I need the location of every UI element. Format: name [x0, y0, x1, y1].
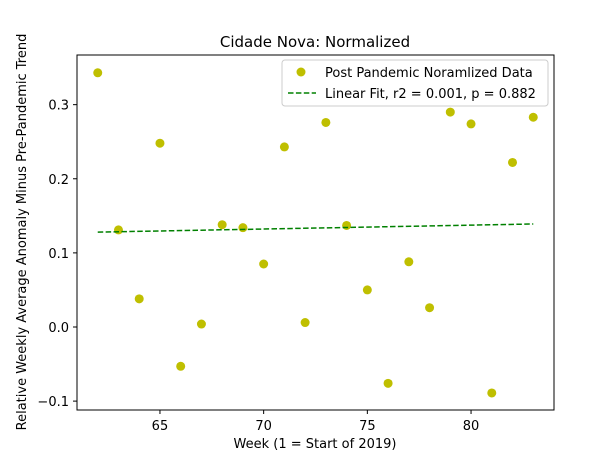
data-point — [487, 388, 497, 398]
data-point — [445, 107, 455, 117]
y-tick-label: 0.3 — [48, 99, 69, 114]
chart-title: Cidade Nova: Normalized — [220, 33, 410, 51]
data-point — [466, 119, 476, 129]
x-axis-label: Week (1 = Start of 2019) — [234, 437, 397, 452]
x-tick-label: 65 — [152, 419, 169, 434]
y-axis-ticks: −0.1 0.0 0.1 0.2 0.3 — [37, 99, 77, 410]
x-axis-ticks: 65 70 75 80 — [152, 410, 480, 434]
legend-label-fit-line: Linear Fit, r2 = 0.001, p = 0.882 — [325, 87, 536, 102]
legend-box — [281, 59, 549, 107]
linear-fit-line — [97, 223, 534, 233]
data-point — [321, 117, 331, 127]
data-point — [93, 68, 103, 78]
legend: Post Pandemic Noramlized Data Linear Fit… — [281, 59, 549, 107]
data-point — [300, 318, 310, 328]
data-point — [238, 223, 248, 233]
data-point — [425, 303, 435, 313]
x-tick-label: 75 — [359, 419, 376, 434]
data-point — [134, 294, 144, 304]
data-point — [342, 220, 352, 230]
data-point — [176, 361, 186, 371]
x-tick-label: 70 — [255, 419, 272, 434]
data-point — [155, 138, 165, 148]
legend-label-scatter: Post Pandemic Noramlized Data — [325, 66, 533, 81]
data-point — [196, 319, 206, 329]
data-point — [383, 378, 393, 388]
y-tick-label: 0.2 — [48, 173, 69, 188]
data-point — [113, 225, 123, 235]
y-tick-label: 0.0 — [48, 321, 69, 336]
y-axis-label: Relative Weekly Average Anomaly Minus Pr… — [15, 34, 30, 431]
data-point — [259, 259, 269, 269]
legend-marker-scatter — [296, 67, 306, 77]
data-point — [279, 142, 289, 152]
data-point — [217, 220, 227, 230]
data-point — [362, 285, 372, 295]
y-tick-label: −0.1 — [37, 395, 69, 410]
data-point — [508, 157, 518, 167]
x-tick-label: 80 — [463, 419, 480, 434]
data-point — [404, 257, 414, 267]
data-point — [528, 112, 538, 122]
y-tick-label: 0.1 — [48, 247, 69, 262]
series-layer — [93, 68, 538, 398]
plot-frame — [76, 54, 555, 411]
